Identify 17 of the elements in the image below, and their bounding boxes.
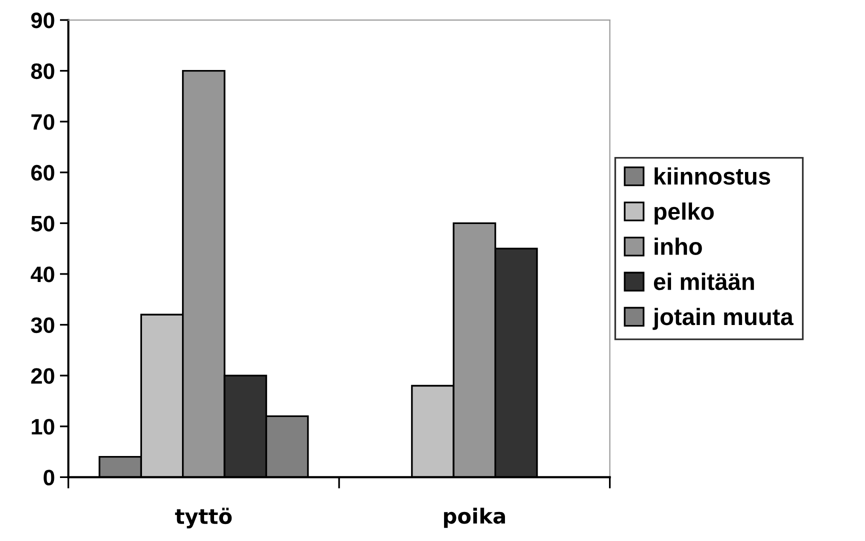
legend-label: ei mitään	[654, 272, 754, 290]
y-tick-label: 50	[31, 216, 54, 232]
y-tick-label: 70	[31, 114, 54, 130]
y-tick-label: 80	[31, 63, 54, 80]
legend-label: kiinnostus	[654, 167, 770, 185]
legend-label: pelko	[654, 202, 714, 225]
y-tick-label: 40	[30, 266, 54, 282]
y-tick-label: 10	[32, 418, 54, 435]
y-tick-label: 30	[30, 317, 54, 334]
legend-label: inho	[654, 238, 702, 255]
y-tick-label: 60	[31, 164, 54, 181]
y-tick-label: 90	[31, 12, 54, 28]
legend-label: jotain muuta	[652, 308, 794, 330]
y-tick-label: 0	[44, 470, 54, 486]
y-tick-label: 20	[31, 368, 54, 384]
x-tick-label: poika	[444, 508, 505, 528]
x-tick-label: tyttö	[175, 508, 232, 528]
